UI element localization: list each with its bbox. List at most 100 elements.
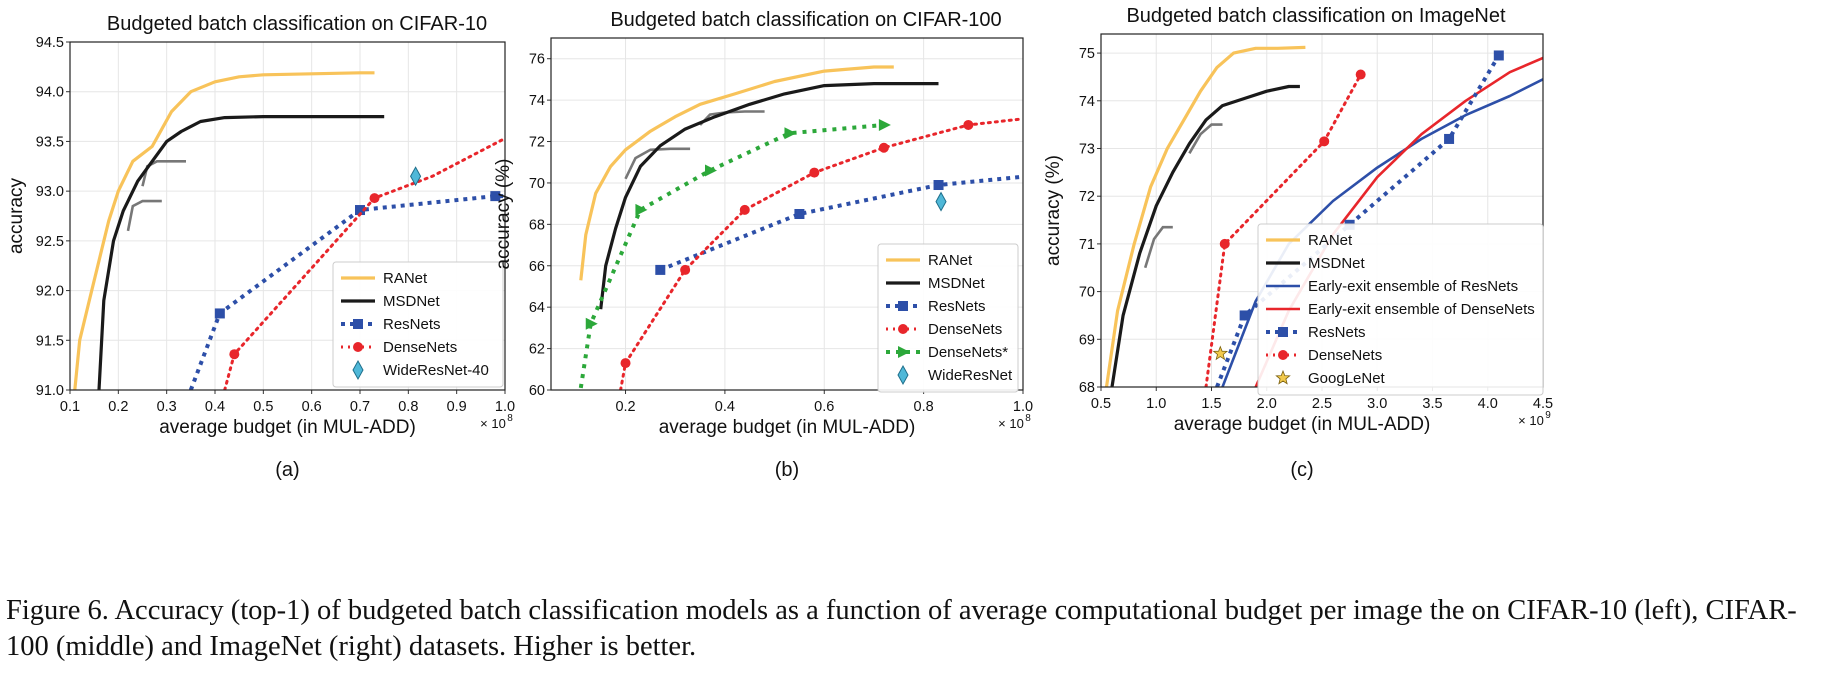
chart-panel-3: Budgeted batch classification on ImageNe… — [1043, 5, 1553, 481]
legend-label: MSDNet — [1308, 255, 1366, 272]
panel-label: (b) — [775, 459, 799, 481]
legend-marker — [1275, 369, 1291, 385]
data-point — [794, 209, 805, 219]
y-tick-label: 93.5 — [36, 134, 64, 150]
legend-label: ResNets — [383, 316, 441, 333]
x-tick-label: 2.5 — [1312, 396, 1332, 412]
data-point — [704, 164, 717, 177]
data-point — [878, 142, 889, 153]
y-tick-label: 94.5 — [36, 35, 64, 51]
data-point — [1239, 310, 1250, 321]
legend-label: ResNets — [928, 298, 986, 315]
series-densenets--line — [578, 123, 885, 389]
plot-frame — [69, 41, 506, 391]
series-resnets-line — [659, 174, 1023, 272]
x-tick-label: 0.4 — [205, 399, 225, 415]
legend-marker — [353, 342, 363, 352]
y-tick-label: 68 — [529, 217, 545, 233]
legend-marker — [898, 346, 910, 358]
y-tick-label: 73 — [1079, 141, 1095, 157]
x-tick-label: 3.0 — [1367, 396, 1387, 412]
legend-marker — [898, 324, 908, 334]
legend-marker — [1278, 327, 1288, 337]
legend-label: MSDNet — [928, 275, 986, 292]
data-point — [620, 358, 631, 369]
y-tick-label: 66 — [529, 259, 545, 275]
data-point — [933, 180, 944, 191]
y-axis-label: accuracy (%) — [493, 159, 514, 270]
series-densenets-line — [619, 117, 1023, 390]
data-point — [369, 193, 380, 204]
panel-label: (a) — [275, 459, 299, 481]
data-point — [1219, 238, 1230, 249]
y-tick-label: 60 — [529, 383, 545, 399]
data-point — [1212, 345, 1229, 361]
legend-box — [1257, 223, 1544, 396]
series-resnets-line — [1215, 54, 1501, 387]
y-axis-label: accuracy (%) — [1043, 155, 1064, 266]
x-tick-label: 0.1 — [60, 399, 80, 415]
x-axis-label: average budget (in MUL-ADD) — [659, 417, 916, 438]
legend-label: DenseNets* — [928, 344, 1008, 361]
y-tick-label: 91.5 — [36, 333, 64, 349]
x-tick-label: 0.9 — [447, 399, 467, 415]
legend-label: MSDNet — [383, 293, 441, 310]
x-tick-label: 1.0 — [495, 399, 515, 415]
legend-label: RANet — [928, 252, 973, 269]
legend: RANet MSDNet Early-exit ensemble of ResNet… — [1257, 223, 1544, 396]
series-ranet-line — [579, 65, 894, 281]
chart-panel-2: Budgeted batch classification on CIFAR-1… — [493, 9, 1033, 481]
x-tick-label: 0.2 — [615, 399, 635, 415]
y-tick-label: 76 — [529, 52, 545, 68]
data-point — [739, 204, 750, 215]
legend-label: RANet — [383, 270, 428, 287]
gray-curve — [1143, 225, 1173, 269]
data-point — [878, 118, 891, 131]
legend-label: Early-exit ensemble of DenseNets — [1308, 301, 1535, 318]
gray-curve — [126, 199, 162, 232]
y-tick-label: 70 — [529, 176, 545, 192]
plot-frame — [550, 37, 1024, 391]
legend-marker — [897, 364, 909, 386]
data-point — [809, 167, 820, 178]
legend-box — [332, 261, 504, 388]
chart-title: Budgeted batch classification on CIFAR-1… — [610, 9, 1001, 31]
x-tick-label: 0.5 — [1091, 396, 1111, 412]
x-tick-label: 4.0 — [1478, 396, 1498, 412]
x-tick-label: 1.5 — [1201, 396, 1221, 412]
data-point — [1319, 136, 1330, 147]
x-tick-label: 0.5 — [253, 399, 273, 415]
data-point — [635, 203, 648, 216]
x-tick-label: 0.8 — [398, 399, 418, 415]
data-point — [214, 308, 225, 319]
legend-marker — [353, 319, 363, 329]
y-tick-label: 74 — [529, 93, 545, 109]
data-point — [585, 317, 598, 330]
y-tick-label: 70 — [1079, 285, 1095, 301]
legend-label: Early-exit ensemble of ResNets — [1308, 278, 1518, 295]
legend-box — [877, 243, 1019, 393]
data-point — [410, 166, 422, 187]
gray-curve — [1188, 123, 1223, 154]
series-resnets-line — [188, 194, 505, 390]
legend-label: WideResNet-40 — [383, 362, 489, 379]
legend-label: DenseNets — [1308, 347, 1382, 364]
data-point — [963, 119, 974, 130]
x-tick-label: 0.6 — [302, 399, 322, 415]
y-tick-label: 69 — [1079, 332, 1095, 348]
gray-curve — [624, 147, 691, 180]
series-ranet-line — [1104, 45, 1306, 387]
x-tick-label: 0.7 — [350, 399, 370, 415]
y-tick-label: 71 — [1079, 237, 1095, 253]
x-axis-label: average budget (in MUL-ADD) — [159, 417, 416, 438]
legend-label: DenseNets — [928, 321, 1002, 338]
data-point — [355, 205, 365, 216]
y-tick-label: 92.0 — [36, 284, 64, 300]
series-msdnet-line — [1110, 84, 1300, 387]
legend-marker — [352, 359, 364, 381]
data-point — [1444, 133, 1455, 144]
legend-label: GoogLeNet — [1308, 370, 1386, 387]
y-tick-label: 62 — [529, 342, 545, 358]
data-point — [1493, 50, 1504, 61]
